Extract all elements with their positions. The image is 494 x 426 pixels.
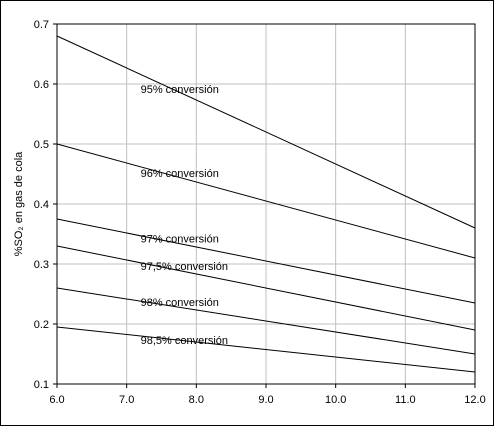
x-tick-label: 7.0 bbox=[119, 394, 134, 406]
series-line bbox=[56, 35, 476, 229]
x-tick-label: 6.0 bbox=[49, 394, 64, 406]
series-line bbox=[56, 218, 476, 304]
series-label: 97,5% conversión bbox=[141, 261, 228, 273]
x-tick-label: 10.0 bbox=[325, 394, 346, 406]
series-line bbox=[56, 287, 476, 355]
series-label: 97% conversión bbox=[141, 233, 219, 245]
x-tick-label: 9.0 bbox=[258, 394, 273, 406]
x-tick-label: 8.0 bbox=[189, 394, 204, 406]
y-tick-label: 0.1 bbox=[34, 379, 49, 391]
y-axis-label: %SO₂ en gas de cola bbox=[13, 151, 25, 256]
y-tick-label: 0.7 bbox=[34, 19, 49, 31]
x-tick-label: 12.0 bbox=[464, 394, 485, 406]
series-labels: 95% conversión 96% conversión 97% conversi… bbox=[141, 84, 228, 347]
series-line bbox=[56, 326, 476, 373]
y-tick-label: 0.4 bbox=[34, 199, 49, 211]
y-tick-label: 0.2 bbox=[34, 319, 49, 331]
series-label: 95% conversión bbox=[141, 84, 219, 96]
x-axis: 6.0 7.0 8.0 9.0 10.0 11.0 12.0 bbox=[49, 384, 486, 406]
series-label: 96% conversión bbox=[141, 168, 219, 180]
y-tick-label: 0.5 bbox=[34, 139, 49, 151]
y-tick-label: 0.6 bbox=[34, 79, 49, 91]
y-tick-label: 0.3 bbox=[34, 259, 49, 271]
series-line bbox=[56, 143, 476, 259]
series-label: 98,5% conversión bbox=[141, 335, 228, 347]
series-line bbox=[56, 245, 476, 331]
series-label: 98% conversión bbox=[141, 297, 219, 309]
x-tick-label: 11.0 bbox=[395, 394, 416, 406]
y-axis: 0.1 0.2 0.3 0.4 0.5 0.6 0.7 bbox=[34, 19, 57, 391]
series-lines bbox=[56, 35, 476, 373]
